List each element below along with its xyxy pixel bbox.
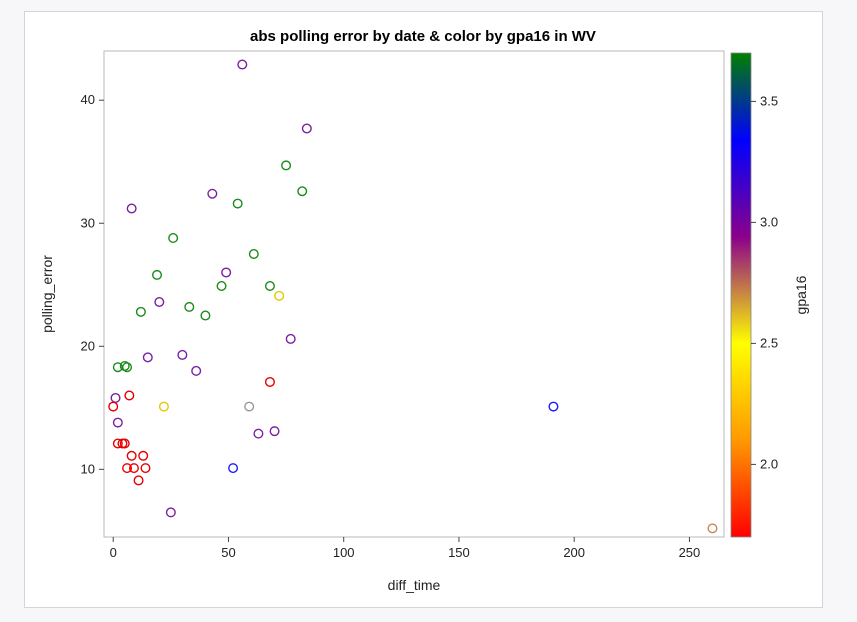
data-point (124, 390, 135, 401)
x-tick-label: 50 (221, 545, 235, 560)
data-point (184, 301, 195, 312)
y-tick-label: 30 (81, 215, 95, 230)
data-point (269, 426, 280, 437)
data-point (126, 450, 137, 461)
colorbar-label: gpa16 (793, 275, 809, 314)
data-point (152, 269, 163, 280)
data-point (158, 401, 169, 412)
data-point (200, 310, 211, 321)
data-point (232, 198, 243, 209)
data-point (119, 438, 130, 449)
data-point (216, 281, 227, 292)
data-point (112, 438, 123, 449)
data-point (165, 507, 176, 518)
colorbar (730, 52, 752, 538)
colorbar-tick-label: 2.0 (760, 456, 778, 471)
data-point (281, 160, 292, 171)
data-point (207, 188, 218, 199)
x-tick-label: 250 (679, 545, 701, 560)
colorbar-tick-label: 2.5 (760, 335, 778, 350)
data-point (221, 267, 232, 278)
data-point (297, 186, 308, 197)
data-point (264, 281, 275, 292)
data-point (140, 463, 151, 474)
data-point (128, 463, 139, 474)
data-point (122, 463, 133, 474)
data-point (248, 249, 259, 260)
data-point (177, 349, 188, 360)
data-point (191, 365, 202, 376)
chart-frame (24, 11, 823, 608)
colorbar-tick-label: 3.5 (760, 93, 778, 108)
data-point (244, 401, 255, 412)
data-point (253, 428, 264, 439)
plot-area (103, 50, 725, 538)
chart-title: abs polling error by date & color by gpa… (250, 28, 596, 45)
x-tick-label: 0 (110, 545, 117, 560)
data-point (237, 59, 248, 70)
data-point (108, 401, 119, 412)
data-point (133, 475, 144, 486)
data-point (126, 203, 137, 214)
y-tick-label: 20 (81, 338, 95, 353)
y-tick-label: 40 (81, 92, 95, 107)
data-point (112, 362, 123, 373)
data-point (112, 417, 123, 428)
data-point (707, 523, 718, 534)
colorbar-tick-label: 3.0 (760, 214, 778, 229)
x-tick-label: 200 (563, 545, 585, 560)
y-axis-label: polling_error (39, 255, 55, 333)
data-point (548, 401, 559, 412)
x-tick-label: 150 (448, 545, 470, 560)
data-point (228, 463, 239, 474)
data-point (301, 123, 312, 134)
data-point (154, 296, 165, 307)
data-point (110, 392, 121, 403)
data-point (264, 376, 275, 387)
data-point (138, 450, 149, 461)
data-point (274, 290, 285, 301)
data-point (135, 306, 146, 317)
x-tick-label: 100 (333, 545, 355, 560)
x-axis-label: diff_time (388, 577, 441, 593)
data-point (285, 333, 296, 344)
data-point (142, 352, 153, 363)
y-tick-label: 10 (81, 461, 95, 476)
data-point (168, 233, 179, 244)
